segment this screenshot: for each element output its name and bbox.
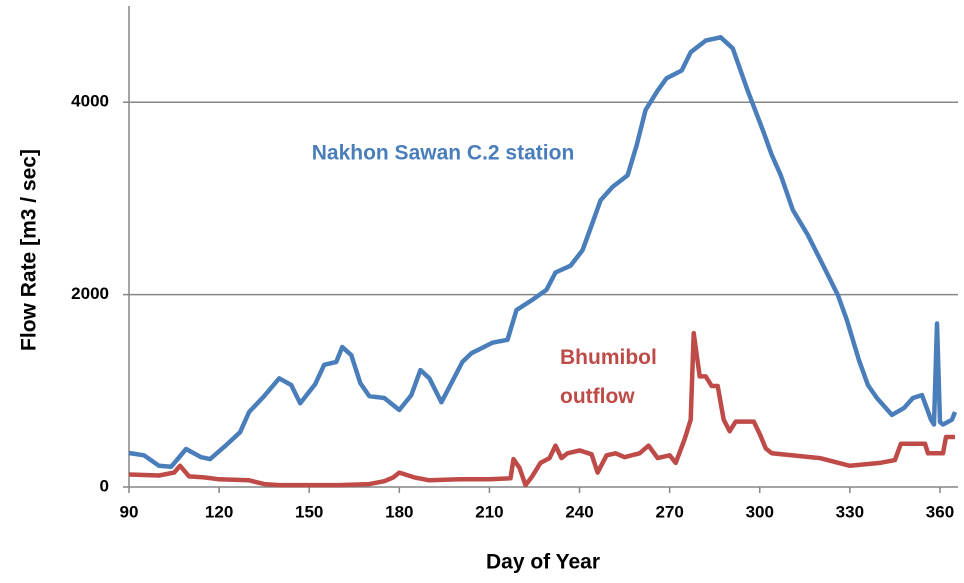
x-axis-title: Day of Year: [486, 551, 600, 574]
series-line: [128, 330, 955, 488]
series-line: [128, 35, 958, 470]
series-label: Bhumibol outflow: [560, 346, 657, 408]
x-tick-label: 120: [205, 502, 233, 521]
x-tick-label: 300: [746, 502, 774, 521]
series-label: Nakhon Sawan C.2 station: [312, 142, 575, 165]
x-tick-label: 330: [836, 502, 864, 521]
x-tick-label: 90: [120, 502, 139, 521]
x-tick-label: 240: [565, 502, 593, 521]
y-tick-label: 4000: [71, 92, 109, 111]
x-tick-label: 150: [295, 502, 323, 521]
y-tick-label: 2000: [71, 284, 109, 303]
x-tick-label: 270: [655, 502, 683, 521]
y-tick-label: 0: [100, 476, 109, 495]
x-tick-label: 180: [385, 502, 413, 521]
y-axis-title: Flow Rate [m3 / sec]: [18, 149, 41, 351]
x-tick-label: 210: [475, 502, 503, 521]
x-tick-label: 360: [926, 502, 954, 521]
